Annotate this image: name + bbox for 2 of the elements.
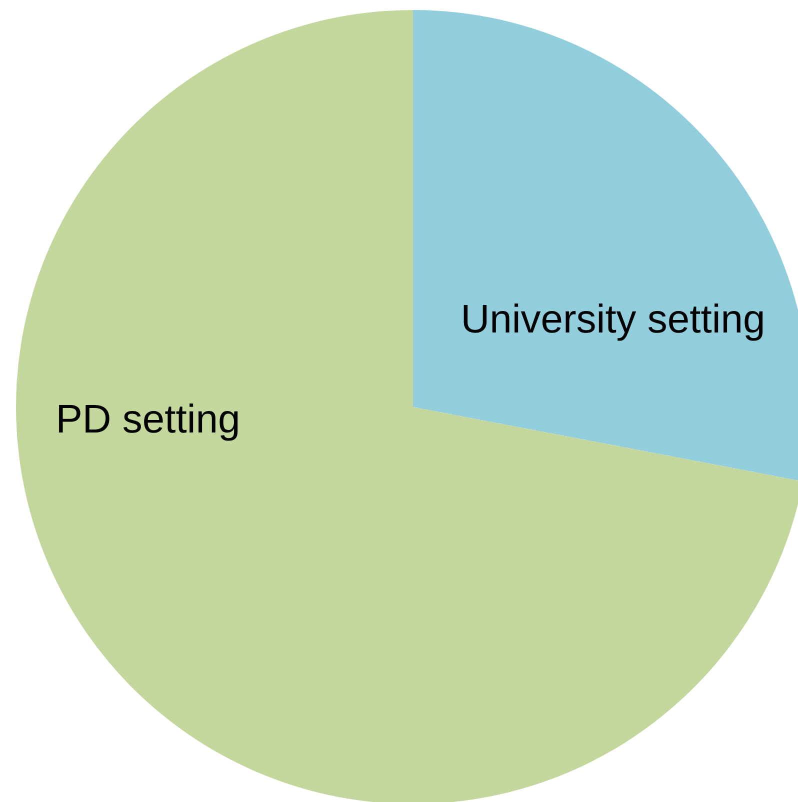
- slice-label: University setting: [460, 298, 766, 342]
- slice-label: PD setting: [56, 398, 240, 442]
